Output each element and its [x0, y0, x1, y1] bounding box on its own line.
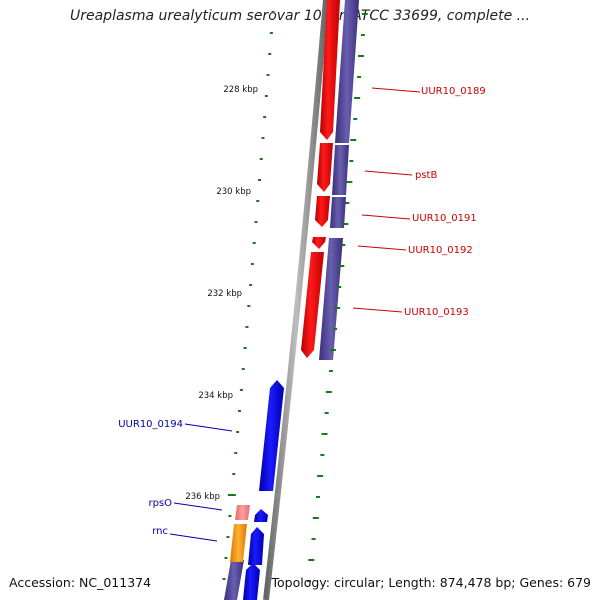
callout-pstb	[364, 170, 413, 176]
scale-ticks: 228 kbp 230 kbp 232 kbp 234 kbp 236 kbp	[185, 85, 258, 502]
genome-backbone	[263, 0, 329, 600]
gene-label-uur10-0192[interactable]: UUR10_0192	[408, 245, 473, 256]
gene-uur10-0193-shape[interactable]	[301, 252, 324, 358]
outer-dash-track	[307, 13, 368, 582]
cog-block	[319, 238, 343, 360]
tick-label-230: 230 kbp	[216, 187, 251, 197]
gene-label-uur10-0193[interactable]: UUR10_0193	[404, 307, 469, 318]
gene-rnc-shape[interactable]	[248, 527, 264, 565]
gene-label-uur10-0191[interactable]: UUR10_0191	[412, 213, 477, 224]
cog-block	[332, 145, 349, 195]
tick-label-236: 236 kbp	[185, 492, 220, 502]
cog-track	[224, 0, 359, 600]
cog-block	[335, 0, 359, 143]
callout-uur10-0193	[352, 307, 403, 313]
tick-label-228: 228 kbp	[223, 85, 258, 95]
orange-gene-block	[230, 524, 247, 562]
gene-label-pstb[interactable]: pstB	[415, 170, 437, 181]
gene-label-uur10-0194[interactable]: UUR10_0194	[118, 419, 183, 430]
accession-text: Accession: NC_011374	[9, 575, 152, 590]
gene-labels[interactable]: UUR10_0189 pstB UUR10_0191 UUR10_0192 UU…	[118, 86, 486, 537]
cog-block	[224, 560, 244, 600]
reverse-genes[interactable]	[243, 380, 284, 600]
gene-label-rnc[interactable]: rnc	[152, 526, 168, 537]
callout-uur10-0192	[357, 245, 407, 251]
tick-label-232: 232 kbp	[207, 289, 242, 299]
callout-uur10-0189	[371, 87, 421, 93]
gene-uur10-0191-shape[interactable]	[315, 196, 330, 227]
rrna-block	[235, 505, 250, 520]
gene-uur10-0194-shape[interactable]	[259, 380, 284, 491]
gene-label-uur10-0189[interactable]: UUR10_0189	[421, 86, 486, 97]
gene-next-shape[interactable]	[243, 563, 260, 600]
gene-uur10-0192-shape[interactable]	[312, 237, 326, 249]
genome-summary-text: Topology: circular; Length: 874,478 bp; …	[271, 575, 592, 590]
callout-uur10-0194	[184, 423, 233, 432]
callout-rpso	[173, 502, 223, 511]
cog-block	[330, 197, 346, 228]
callout-rnc	[169, 533, 218, 542]
tick-label-234: 234 kbp	[198, 391, 233, 401]
gene-callouts	[169, 87, 421, 542]
map-title: Ureaplasma urealyticum serovar 10 str. A…	[69, 8, 530, 24]
forward-genes[interactable]	[301, 0, 340, 358]
gene-pstb-shape[interactable]	[317, 143, 333, 192]
inner-dash-track	[222, 11, 275, 580]
gene-uur10-0189-shape[interactable]	[320, 0, 340, 140]
callout-uur10-0191	[361, 214, 411, 220]
gene-rpso-shape[interactable]	[254, 509, 268, 522]
gene-label-rpso[interactable]: rpsO	[148, 498, 172, 509]
